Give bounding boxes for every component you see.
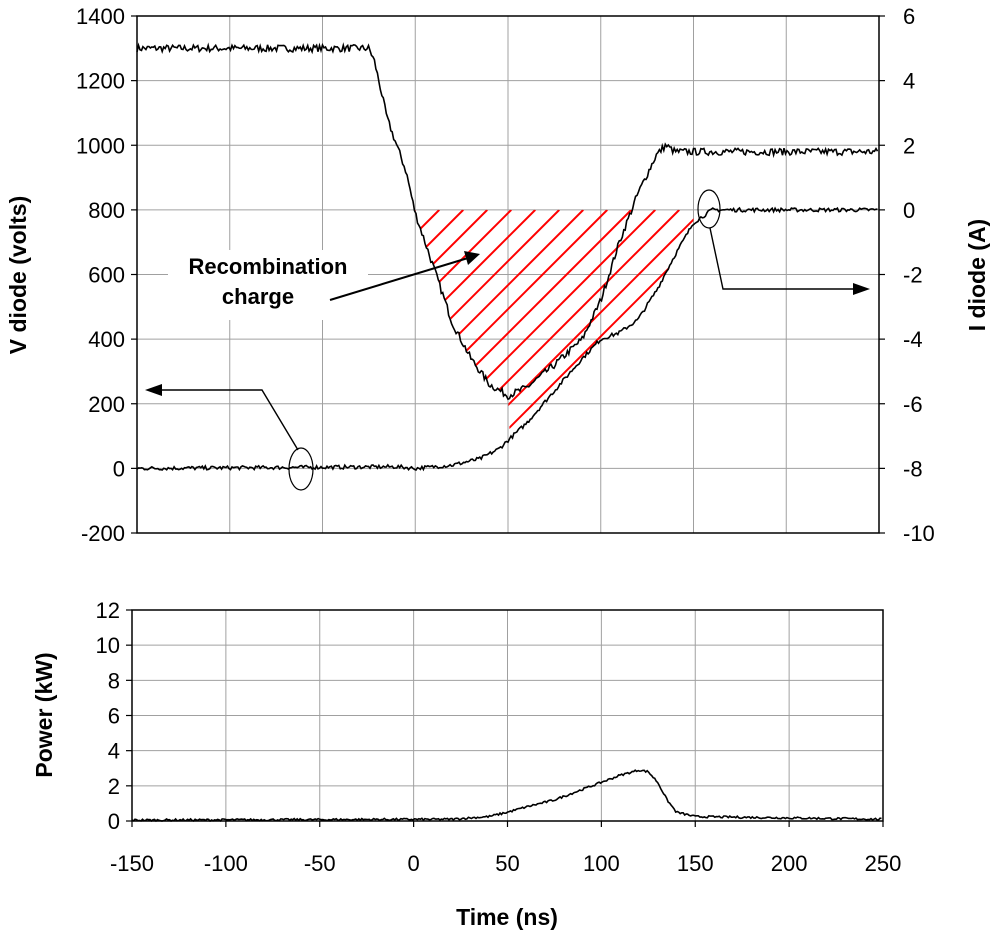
left-arrowhead xyxy=(145,384,162,396)
bottom-y-tick-label-2: 4 xyxy=(108,739,120,764)
top-series-i-diode xyxy=(136,206,878,472)
bottom-x-tick-label-1: -100 xyxy=(204,851,248,876)
bottom-x-tick-label-7: 200 xyxy=(771,851,808,876)
bottom-x-tick-label-3: 0 xyxy=(408,851,420,876)
top-right-tick-label-6: 2 xyxy=(903,133,915,158)
annotation-box xyxy=(168,250,368,320)
annotation-arrow-line xyxy=(329,257,469,301)
bottom-x-tick-label-5: 100 xyxy=(583,851,620,876)
top-left-ticks: -200 0 200 400 600 800 1000 1200 1400 xyxy=(76,4,137,546)
bottom-x-tick-label-6: 150 xyxy=(677,851,714,876)
y-right-title: I diode (A) xyxy=(964,219,990,331)
y-left-title: V diode (volts) xyxy=(5,196,31,354)
hatch-line xyxy=(415,209,536,439)
top-left-tick-label-6: 1000 xyxy=(76,133,125,158)
v-series-marker-circle xyxy=(288,447,314,491)
bottom-series xyxy=(131,769,882,823)
annotation-line-1: Recombination xyxy=(189,254,348,279)
hatch-line xyxy=(415,209,694,439)
top-series xyxy=(136,42,879,472)
hatch-line xyxy=(415,209,584,439)
top-right-tick-label-5: 0 xyxy=(903,198,915,223)
top-right-tick-label-4: -2 xyxy=(903,263,923,288)
bottom-y-tick-label-1: 2 xyxy=(108,774,120,799)
x-title: Time (ns) xyxy=(456,904,558,930)
bottom-y-tick-label-3: 6 xyxy=(108,704,120,729)
top-left-tick-label-1: 0 xyxy=(113,456,125,481)
v-series-leader-line xyxy=(150,389,299,451)
hatch-line xyxy=(415,209,560,439)
i-series-leader-line xyxy=(709,227,860,290)
bottom-x-ticks: -150 -100 -50 0 50 100 150 200 250 xyxy=(110,821,901,876)
bottom-x-tick-label-2: -50 xyxy=(304,851,336,876)
top-right-tick-label-8: 6 xyxy=(903,4,915,29)
top-left-tick-label-3: 400 xyxy=(88,327,125,352)
bottom-x-tick-label-4: 50 xyxy=(495,851,519,876)
bottom-y-tick-label-4: 8 xyxy=(108,668,120,693)
top-right-tick-label-7: 4 xyxy=(903,69,915,94)
bottom-y-title: Power (kW) xyxy=(31,652,57,777)
top-left-tick-label-8: 1400 xyxy=(76,4,125,29)
bottom-series-power xyxy=(131,769,882,823)
bottom-x-tick-label-0: -150 xyxy=(110,851,154,876)
right-arrowhead xyxy=(853,283,870,295)
bottom-y-tick-label-0: 0 xyxy=(108,809,120,834)
hatch-line xyxy=(415,209,608,439)
annotation-line-2: charge xyxy=(222,284,294,309)
top-right-ticks: -10 -8 -6 -4 -2 0 2 4 6 xyxy=(879,4,935,546)
top-left-tick-label-7: 1200 xyxy=(76,69,125,94)
top-left-tick-label-4: 600 xyxy=(88,263,125,288)
top-right-tick-label-3: -4 xyxy=(903,327,923,352)
top-right-tick-label-0: -10 xyxy=(903,521,935,546)
hatch-line xyxy=(415,209,512,439)
bottom-y-tick-label-6: 12 xyxy=(96,598,120,623)
top-series-v-diode xyxy=(136,42,879,401)
bottom-x-tick-label-8: 250 xyxy=(865,851,902,876)
i-series-marker-circle xyxy=(697,189,721,229)
top-left-tick-label-0: -200 xyxy=(81,521,125,546)
annotation-arrowhead xyxy=(464,251,480,265)
bottom-y-tick-label-5: 10 xyxy=(96,633,120,658)
top-right-tick-label-1: -8 xyxy=(903,456,923,481)
bottom-chart: 0 2 4 6 8 10 12 -150 -100 -50 0 50 100 150 200 250 Pow… xyxy=(31,598,901,930)
bottom-y-ticks: 0 2 4 6 8 10 12 xyxy=(96,598,132,834)
top-right-tick-label-2: -6 xyxy=(903,392,923,417)
top-left-tick-label-2: 200 xyxy=(88,392,125,417)
top-left-tick-label-5: 800 xyxy=(88,198,125,223)
